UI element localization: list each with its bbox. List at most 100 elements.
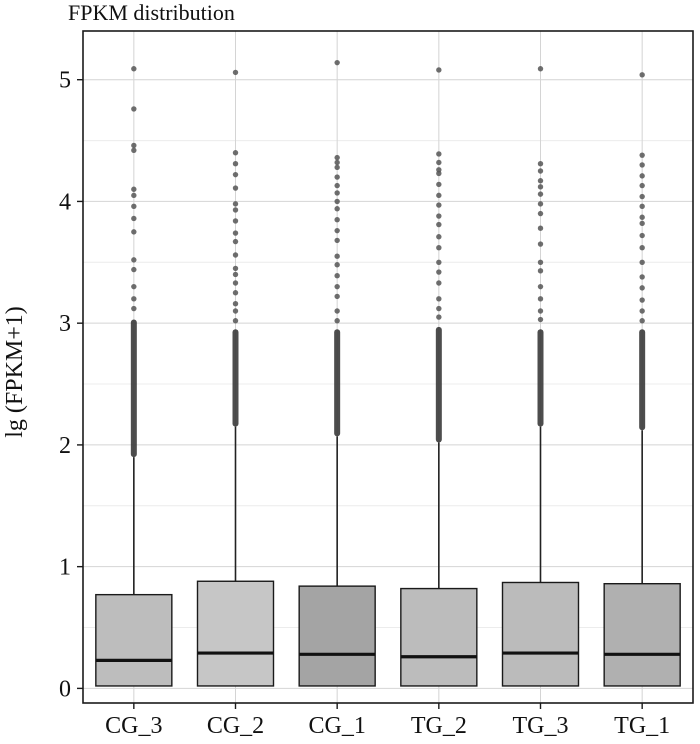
outlier-point [131, 142, 137, 149]
outlier-point [537, 296, 544, 302]
outlier-point [232, 308, 239, 314]
gridlines [83, 31, 693, 703]
outlier-band-TG_1 [639, 329, 646, 431]
outlier-point [436, 269, 442, 275]
outlier-point [639, 173, 645, 179]
outlier-point [639, 220, 645, 227]
outlier-point [537, 66, 544, 72]
outlier-point [232, 300, 239, 307]
outlier-point [232, 69, 239, 76]
outlier-point [232, 318, 239, 324]
x-tick-label: TG_1 [614, 713, 670, 739]
outlier-points [130, 59, 646, 458]
outlier-point [537, 178, 544, 184]
outlier-point [334, 283, 340, 290]
outlier-point [334, 293, 340, 300]
outlier-point [639, 203, 645, 210]
outlier-point [436, 280, 442, 286]
outlier-point [639, 259, 645, 266]
outlier-point [232, 207, 239, 213]
outlier-point [232, 218, 239, 224]
outlier-point [334, 206, 340, 212]
outlier-point [639, 72, 645, 78]
outlier-point [131, 283, 137, 290]
outlier-point [537, 308, 544, 314]
outlier-point [334, 198, 340, 205]
y-tick-label: 1 [59, 555, 71, 581]
outlier-point [131, 66, 137, 72]
outlier-point [537, 283, 544, 290]
outlier-point [131, 266, 137, 273]
outlier-point [537, 168, 544, 174]
outlier-point [537, 184, 544, 190]
outlier-point [436, 67, 442, 73]
x-tick-label: TG_3 [513, 713, 569, 739]
outlier-point [537, 191, 544, 197]
box-CG_3 [95, 593, 173, 687]
outlier-point [334, 174, 340, 180]
outlier-point [639, 152, 645, 158]
outlier-point [131, 296, 137, 302]
outlier-point [436, 296, 442, 302]
outlier-point [436, 151, 442, 157]
outlier-point [639, 214, 645, 220]
outlier-point [537, 241, 544, 247]
x-tick-label: CG_3 [105, 713, 162, 739]
outlier-point [334, 216, 340, 223]
y-ticks: 0 1 2 3 4 5 [59, 68, 83, 702]
outlier-band-CG_1 [334, 329, 341, 437]
outlier-point [334, 164, 340, 171]
outlier-point [334, 182, 340, 189]
outlier-point [334, 237, 340, 244]
outlier-point [639, 232, 645, 239]
outlier-point [131, 215, 137, 222]
outlier-point [131, 106, 137, 112]
y-tick-label: 4 [59, 189, 71, 215]
boxes [95, 580, 681, 687]
outlier-point [131, 203, 137, 210]
outlier-point [537, 316, 544, 323]
outlier-point [232, 185, 239, 191]
outlier-point [131, 186, 137, 192]
outlier-point [334, 59, 340, 66]
outlier-point [436, 192, 442, 199]
y-tick-label: 3 [59, 311, 71, 337]
outlier-point [131, 305, 137, 312]
plot-border [82, 30, 694, 704]
outlier-point [537, 210, 544, 217]
outlier-point [334, 262, 340, 268]
x-ticks: CG_3 CG_2 CG_1 TG_2 TG_3 TG_1 [105, 703, 670, 739]
outlier-band-CG_3 [130, 319, 137, 458]
y-tick-label: 2 [59, 433, 71, 459]
outlier-point [639, 274, 645, 280]
whiskers [133, 426, 643, 595]
outlier-point [232, 252, 239, 258]
chart-title: FPKM distribution [68, 0, 235, 25]
outlier-point [334, 272, 340, 279]
outlier-point [537, 268, 544, 274]
outlier-point [232, 160, 239, 167]
outlier-point [334, 253, 340, 259]
outlier-point [639, 318, 645, 324]
outlier-point [537, 160, 544, 167]
outlier-point [639, 297, 645, 303]
outlier-point [436, 213, 442, 219]
outlier-point [639, 308, 645, 314]
outlier-point [436, 159, 442, 166]
outlier-point [639, 244, 645, 251]
x-tick-label: TG_2 [411, 713, 467, 739]
outlier-point [232, 150, 239, 156]
x-tick-label: CG_2 [207, 713, 264, 739]
outlier-point [232, 201, 239, 207]
outlier-point [537, 201, 544, 207]
outlier-point [232, 280, 239, 286]
outlier-point [334, 159, 340, 166]
outlier-point [436, 167, 442, 173]
outlier-point [131, 192, 137, 199]
outlier-point [334, 318, 340, 324]
outlier-point [436, 221, 442, 228]
box-TG_1 [603, 582, 681, 687]
outlier-point [131, 147, 137, 154]
outlier-point [334, 227, 340, 234]
